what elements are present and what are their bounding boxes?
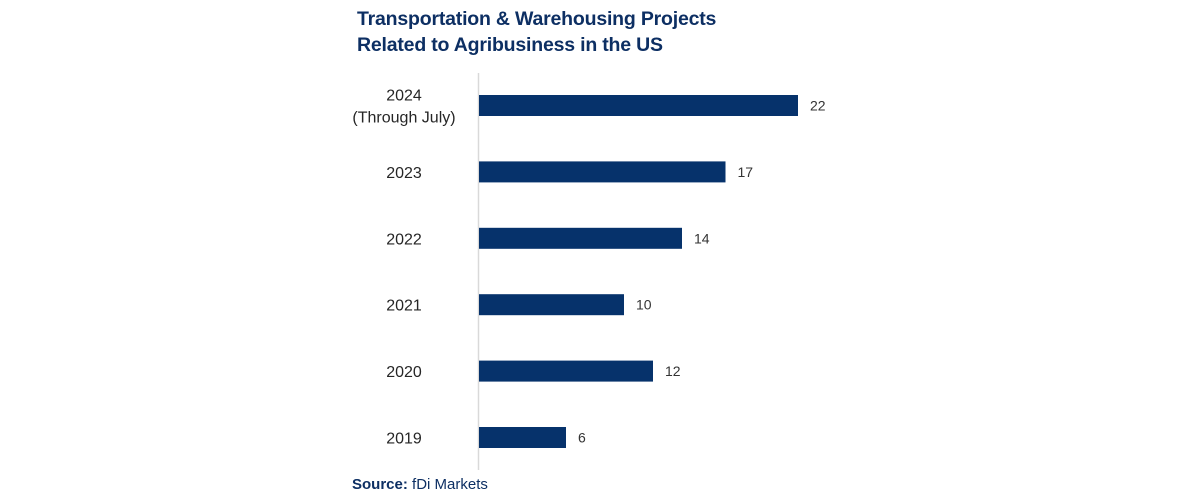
bar-2022: [479, 227, 682, 249]
source-text: fDi Markets: [407, 476, 488, 493]
data-label: 10: [636, 297, 652, 313]
category-label: 2024 (Through July): [352, 88, 455, 127]
source-label: Source:: [352, 476, 408, 493]
category-label: 2021: [386, 298, 422, 315]
category-label: 2020: [386, 364, 422, 381]
data-label: 22: [810, 98, 826, 114]
bar-2019: [479, 427, 566, 448]
chart-title-line-2: Related to Agribusiness in the US: [357, 34, 663, 56]
data-label: 12: [665, 363, 681, 379]
category-label: 2022: [386, 231, 422, 248]
bar-2020: [479, 360, 653, 382]
category-label: 2019: [386, 431, 422, 448]
bar-2021: [479, 294, 624, 316]
bar-2023: [479, 161, 726, 183]
source-note: Source: fDi Markets: [352, 476, 488, 493]
data-label: 14: [694, 230, 710, 246]
bar-2024: [479, 95, 798, 116]
chart-title-line-1: Transportation & Warehousing Projects: [357, 8, 717, 30]
data-label: 17: [738, 164, 754, 180]
data-label: 6: [578, 430, 586, 446]
chart-title: Transportation & Warehousing Projects Re…: [357, 6, 716, 58]
category-label: 2023: [386, 165, 422, 182]
